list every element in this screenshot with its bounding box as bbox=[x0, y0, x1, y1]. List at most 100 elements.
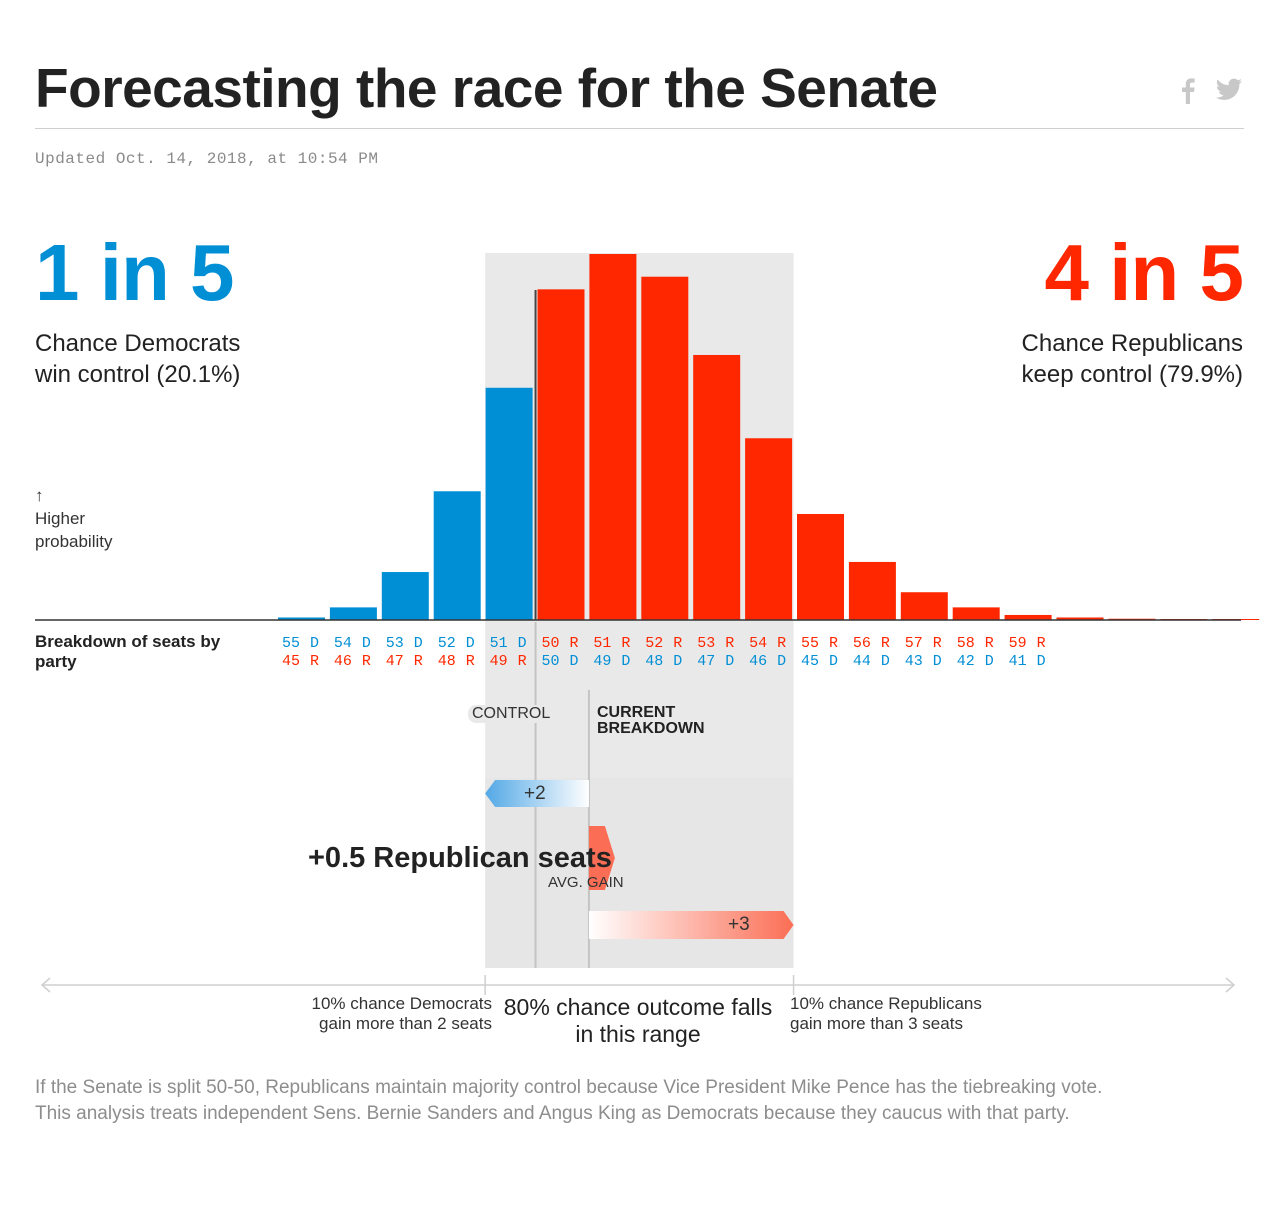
seat-label-top-party-1: D bbox=[362, 635, 371, 652]
seat-label-bot-num-6: 49 bbox=[593, 653, 611, 670]
rep-chance-line2: keep control (79.9%) bbox=[1021, 361, 1243, 388]
seat-label-bot-party-4: R bbox=[518, 653, 527, 670]
seat-label-bot-num-0: 45 bbox=[282, 653, 300, 670]
seat-label-top-num-10: 55 bbox=[801, 635, 819, 652]
rep-range-label: +3 bbox=[728, 914, 750, 935]
range-note-line1: 80% chance outcome falls bbox=[503, 994, 773, 1020]
seat-label-top-party-3: D bbox=[466, 635, 475, 652]
updated-timestamp: Updated Oct. 14, 2018, at 10:54 PM bbox=[35, 150, 379, 168]
seat-label-top-num-3: 52 bbox=[438, 635, 456, 652]
rep-range-arrow bbox=[588, 911, 794, 939]
dem-chance-line1: Chance Democrats bbox=[35, 330, 241, 357]
bar-11 bbox=[848, 561, 896, 620]
rep-tail-note-line1: 10% chance Republicans bbox=[790, 994, 982, 1013]
bar-10 bbox=[797, 513, 844, 620]
footnote: If the Senate is split 50-50, Republican… bbox=[35, 1075, 1250, 1127]
seat-label-top-party-14: R bbox=[1037, 635, 1046, 652]
seat-label-bot-num-2: 47 bbox=[386, 653, 404, 670]
y-axis-label-line2: probability bbox=[35, 532, 113, 551]
bar-1 bbox=[329, 607, 377, 620]
seat-label-bot-num-7: 48 bbox=[645, 653, 663, 670]
seat-label-bot-num-3: 48 bbox=[438, 653, 456, 670]
bar-5 bbox=[537, 289, 585, 620]
seat-label-top-party-11: R bbox=[881, 635, 890, 652]
seat-label-bot-party-10: D bbox=[829, 653, 838, 670]
seat-label-top-num-0: 55 bbox=[282, 635, 300, 652]
bar-7 bbox=[641, 276, 689, 620]
breakdown-label: Breakdown of seats by party bbox=[35, 632, 220, 672]
y-axis-label: ↑ Higher probability bbox=[35, 484, 113, 553]
bar-8 bbox=[693, 354, 741, 620]
bar-14 bbox=[1004, 614, 1052, 620]
bar-15 bbox=[1056, 617, 1104, 620]
bar-12 bbox=[900, 592, 948, 620]
bar-9 bbox=[745, 438, 793, 620]
seat-label-bot-party-1: R bbox=[362, 653, 371, 670]
range-note: 80% chance outcome falls in this range bbox=[487, 994, 789, 1048]
dem-range-label: +2 bbox=[524, 783, 546, 804]
seat-label-top-party-9: R bbox=[777, 635, 786, 652]
bar-4 bbox=[485, 387, 533, 620]
seat-label-bot-party-7: D bbox=[673, 653, 682, 670]
bar-2 bbox=[381, 572, 429, 620]
seat-label-top-party-10: R bbox=[829, 635, 838, 652]
bar-3 bbox=[433, 491, 481, 620]
rep-chance-text: Chance Republicans keep control (79.9%) bbox=[1022, 328, 1243, 390]
seat-label-bot-num-9: 46 bbox=[749, 653, 767, 670]
bar-0 bbox=[278, 617, 325, 620]
facebook-icon[interactable] bbox=[1180, 78, 1196, 109]
seat-label-top-party-8: R bbox=[725, 635, 734, 652]
twitter-icon[interactable] bbox=[1215, 78, 1243, 107]
seat-label-top-party-12: R bbox=[933, 635, 942, 652]
seat-label-bot-party-12: D bbox=[933, 653, 942, 670]
rep-tail-note-line2: gain more than 3 seats bbox=[790, 1014, 963, 1033]
seat-label-top-num-8: 53 bbox=[697, 635, 715, 652]
seat-label-top-num-12: 57 bbox=[905, 635, 923, 652]
seat-label-top-num-6: 51 bbox=[593, 635, 611, 652]
bars-group bbox=[278, 254, 1260, 620]
dem-tail-note-line1: 10% chance Democrats bbox=[311, 994, 492, 1013]
seat-label-bot-num-1: 46 bbox=[334, 653, 352, 670]
breakdown-label-line1: Breakdown of seats by bbox=[35, 632, 221, 651]
seat-label-top-num-4: 51 bbox=[490, 635, 508, 652]
seat-label-bot-num-11: 44 bbox=[853, 653, 871, 670]
seat-label-top-num-13: 58 bbox=[957, 635, 975, 652]
current-breakdown-line2: BREAKDOWN bbox=[597, 720, 705, 737]
seat-label-top-party-13: R bbox=[985, 635, 994, 652]
range-axis-left-arrow-icon bbox=[40, 977, 51, 993]
seat-label-top-num-14: 59 bbox=[1009, 635, 1027, 652]
dem-chance-text: Chance Democrats win control (20.1%) bbox=[35, 328, 240, 390]
avg-gain-arrow bbox=[588, 826, 615, 890]
seat-label-bot-num-4: 49 bbox=[490, 653, 508, 670]
page-title: Forecasting the race for the Senate bbox=[35, 57, 938, 119]
control-marker-label: CONTROL bbox=[468, 705, 555, 723]
dem-range-arrow bbox=[485, 780, 589, 807]
seat-label-bot-num-5: 50 bbox=[542, 653, 560, 670]
seat-label-top-num-2: 53 bbox=[386, 635, 404, 652]
title-divider bbox=[35, 128, 1244, 129]
seat-label-top-party-6: R bbox=[621, 635, 630, 652]
seat-label-top-num-1: 54 bbox=[334, 635, 352, 652]
seat-label-top-party-4: D bbox=[518, 635, 527, 652]
seat-label-bot-party-0: R bbox=[310, 653, 319, 670]
seat-label-bot-party-13: D bbox=[985, 653, 994, 670]
seat-label-top-num-11: 56 bbox=[853, 635, 871, 652]
seat-label-top-num-9: 54 bbox=[749, 635, 767, 652]
seat-label-bot-num-12: 43 bbox=[905, 653, 923, 670]
rep-chance-line1: Chance Republicans bbox=[1021, 330, 1243, 357]
seat-label-bot-party-9: D bbox=[777, 653, 786, 670]
seat-label-top-party-0: D bbox=[310, 635, 319, 652]
rep-tail-note: 10% chance Republicans gain more than 3 … bbox=[790, 994, 1020, 1034]
seat-label-bot-num-8: 47 bbox=[697, 653, 715, 670]
seat-label-top-num-7: 52 bbox=[645, 635, 663, 652]
seat-label-top-party-7: R bbox=[673, 635, 682, 652]
seat-label-bot-party-8: D bbox=[725, 653, 734, 670]
avg-gain-headline: +0.5 Republican seats bbox=[308, 842, 612, 874]
footnote-line1: If the Senate is split 50-50, Republican… bbox=[35, 1077, 1103, 1098]
bar-13 bbox=[952, 607, 1000, 620]
seat-label-top-num-5: 50 bbox=[542, 635, 560, 652]
seat-label-bot-party-2: R bbox=[414, 653, 423, 670]
bar-6 bbox=[589, 254, 637, 620]
range-axis-right-arrow-icon bbox=[1225, 977, 1236, 993]
